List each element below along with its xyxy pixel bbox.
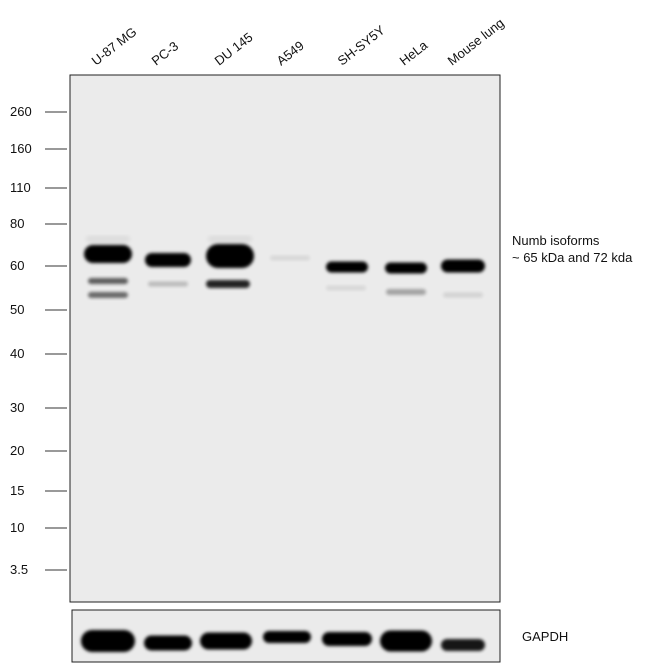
band — [145, 253, 191, 267]
band — [206, 244, 254, 268]
band — [148, 281, 188, 287]
band — [386, 289, 426, 295]
annotation: ~ 65 kDa and 72 kda — [512, 250, 633, 265]
band — [81, 630, 135, 652]
marker-label: 60 — [10, 258, 24, 273]
loading-control-label: GAPDH — [522, 629, 568, 644]
marker-label: 30 — [10, 400, 24, 415]
band — [443, 292, 483, 298]
band — [88, 292, 128, 298]
band — [441, 259, 485, 273]
band — [86, 236, 130, 242]
band — [208, 236, 252, 242]
marker-label: 80 — [10, 216, 24, 231]
blot-panel — [69, 74, 501, 603]
marker-label: 15 — [10, 483, 24, 498]
band — [88, 278, 128, 284]
marker-label: 110 — [10, 180, 31, 195]
band — [200, 632, 252, 650]
lane-label: U-87 MG — [89, 24, 140, 68]
marker-label: 3.5 — [10, 562, 28, 577]
band — [144, 635, 192, 651]
lane-label: PC-3 — [149, 38, 182, 68]
lane-label: DU 145 — [212, 29, 256, 68]
marker-label: 40 — [10, 346, 24, 361]
band — [206, 280, 250, 288]
lane-label: SH-SY5Y — [335, 22, 388, 68]
band — [380, 630, 432, 652]
band — [326, 285, 366, 291]
lane-label: Mouse lung — [445, 15, 507, 68]
lane-label: HeLa — [397, 37, 431, 68]
annotation: Numb isoforms — [512, 233, 600, 248]
marker-label: 160 — [10, 141, 32, 156]
marker-label: 260 — [10, 104, 32, 119]
bands — [81, 236, 485, 652]
lane-label: A549 — [274, 38, 307, 69]
band — [441, 639, 485, 651]
band — [326, 261, 368, 273]
marker-label: 50 — [10, 302, 24, 317]
band — [84, 245, 132, 263]
band — [322, 632, 372, 646]
band — [385, 262, 427, 274]
marker-label: 20 — [10, 443, 24, 458]
band — [270, 255, 310, 261]
band — [263, 631, 311, 643]
marker-label: 10 — [10, 520, 24, 535]
